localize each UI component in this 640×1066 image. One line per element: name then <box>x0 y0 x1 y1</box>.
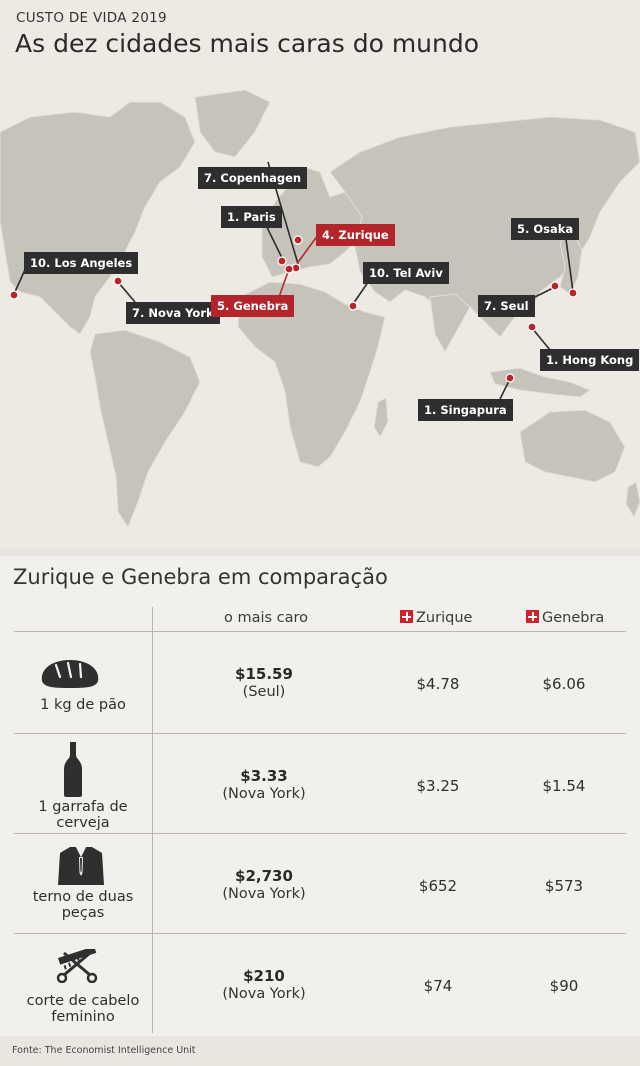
max-price-city: (Seul) <box>242 684 286 700</box>
item-label: 1 garrafa de cerveja <box>38 799 128 831</box>
landmass-greenland <box>194 89 271 158</box>
footer: Fonte: The Economist Intelligence Unit <box>0 1036 640 1066</box>
city-label-singapore: 1. Singapura <box>418 399 513 421</box>
column-header-max: o mais caro <box>224 610 309 626</box>
world-map-svg <box>0 89 640 529</box>
bread-icon <box>41 660 99 688</box>
zurich-price: $3.25 <box>416 777 460 795</box>
city-label-zurich: 4. Zurique <box>316 224 395 246</box>
leader-line <box>531 327 551 351</box>
landmass-australia <box>519 409 626 483</box>
row-divider <box>14 631 626 632</box>
max-price-value: $2,730 <box>235 867 293 885</box>
city-dot-paris <box>277 256 287 266</box>
city-label-tel-aviv: 10. Tel Aviv <box>363 262 449 284</box>
swiss-flag-icon <box>526 610 539 623</box>
city-dot-new-york <box>113 276 123 286</box>
geneva-price: $573 <box>544 877 584 895</box>
suit-icon <box>58 847 104 885</box>
item-label: 1 kg de pão <box>40 697 126 713</box>
table-row: 1 garrafa de cerveja $3.33 (Nova York) $… <box>14 733 640 833</box>
landmass-south-america <box>89 329 201 529</box>
item-label: terno de duas peças <box>32 889 134 921</box>
header: CUSTO DE VIDA 2019 As dez cidades mais c… <box>0 0 640 72</box>
city-dot-copenhagen <box>293 235 303 245</box>
zurich-price: $4.78 <box>416 675 460 693</box>
section-divider <box>0 548 640 556</box>
leader-line <box>295 234 319 266</box>
landmass-indonesia <box>489 367 592 398</box>
landmass-india <box>429 293 471 354</box>
max-price-cell: $210 (Nova York) <box>199 967 329 1002</box>
city-dot-hong-kong <box>527 322 537 332</box>
column-header-geneva: Genebra <box>526 610 604 626</box>
leader-line <box>499 378 511 400</box>
swiss-flag-icon <box>400 610 413 623</box>
comparison-title: Zurique e Genebra em comparação <box>13 565 388 589</box>
max-price-value: $210 <box>243 967 285 985</box>
zurich-price: $74 <box>423 977 453 995</box>
landmass-madagascar <box>373 397 389 439</box>
landmass-north-america <box>0 101 196 335</box>
page-title: As dez cidades mais caras do mundo <box>15 29 480 58</box>
column-header-zurich: Zurique <box>400 610 472 626</box>
column-divider <box>152 607 153 1033</box>
world-map: 7. Copenhagen 1. Paris 4. Zurique 10. Lo… <box>0 72 640 548</box>
city-dot-tel-aviv <box>348 301 358 311</box>
beer-bottle-icon <box>64 742 82 797</box>
leader-line <box>278 268 290 298</box>
table-row: corte de cabelo feminino $210 (Nova York… <box>14 933 640 1033</box>
city-label-new-york: 7. Nova York <box>126 302 220 324</box>
city-dot-geneva <box>284 264 294 274</box>
max-price-city: (Nova York) <box>222 786 306 802</box>
geneva-price: $90 <box>549 977 579 995</box>
leader-line <box>565 238 574 293</box>
table-row: 1 kg de pão $15.59 (Seul) $4.78 $6.06 <box>14 631 640 733</box>
scissors-comb-icon <box>56 949 98 983</box>
leader-line <box>117 281 136 303</box>
item-label: corte de cabelo feminino <box>26 993 140 1025</box>
city-dot-los-angeles <box>9 290 19 300</box>
table-row: terno de duas peças $2,730 (Nova York) $… <box>14 833 640 933</box>
row-divider <box>14 733 626 734</box>
city-label-seoul: 7. Seul <box>478 295 535 317</box>
max-price-cell: $2,730 (Nova York) <box>199 867 329 902</box>
max-price-value: $3.33 <box>240 767 288 785</box>
city-dot-osaka <box>568 288 578 298</box>
column-header-zurich-label: Zurique <box>416 610 473 626</box>
column-header-geneva-label: Genebra <box>542 610 605 626</box>
city-label-copenhagen: 7. Copenhagen <box>198 167 308 189</box>
landmass-africa <box>237 281 386 468</box>
landmass-new-zealand <box>625 481 640 519</box>
city-label-geneva: 5. Genebra <box>211 295 295 317</box>
max-price-city: (Nova York) <box>222 986 306 1002</box>
geneva-price: $1.54 <box>542 777 586 795</box>
city-label-paris: 1. Paris <box>221 206 282 228</box>
geneva-price: $6.06 <box>542 675 586 693</box>
city-label-hong-kong: 1. Hong Kong <box>540 349 640 371</box>
max-price-cell: $3.33 (Nova York) <box>199 767 329 802</box>
zurich-price: $652 <box>418 877 458 895</box>
source-note: Fonte: The Economist Intelligence Unit <box>12 1045 196 1056</box>
kicker: CUSTO DE VIDA 2019 <box>16 10 167 26</box>
row-divider <box>14 833 626 834</box>
max-price-cell: $15.59 (Seul) <box>199 665 329 700</box>
row-divider <box>14 933 626 934</box>
city-dot-seoul <box>550 281 560 291</box>
max-price-city: (Nova York) <box>222 886 306 902</box>
city-dot-singapore <box>505 373 515 383</box>
max-price-value: $15.59 <box>235 665 293 683</box>
city-label-osaka: 5. Osaka <box>511 218 580 240</box>
city-label-los-angeles: 10. Los Angeles <box>24 252 139 274</box>
